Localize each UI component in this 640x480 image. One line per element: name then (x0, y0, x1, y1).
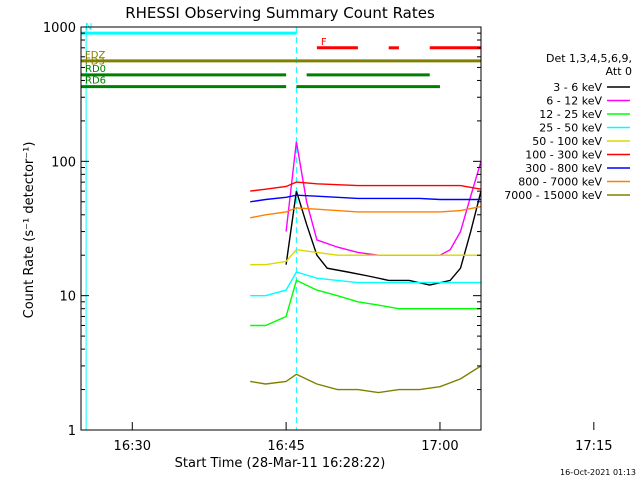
state-label: RD0 (85, 64, 106, 75)
state-label: F (321, 37, 327, 48)
y-tick-label: 1000 (43, 21, 76, 36)
x-tick-label: 17:15 (575, 439, 612, 454)
legend-header: Att 0 (606, 65, 632, 78)
series-lines (250, 141, 482, 394)
x-axis-label: Start Time (28-Mar-11 16:28:22) (175, 456, 386, 471)
state-label: RD6 (85, 76, 106, 87)
legend-entry-label: 800 - 7000 keV (518, 176, 602, 189)
series-line-0 (285, 190, 482, 286)
y-tick-label: 10 (59, 290, 76, 305)
y-axis-label: Count Rate (s⁻¹ detector⁻¹) (22, 142, 37, 319)
legend-entry-label: 300 - 800 keV (525, 162, 602, 175)
legend-entry-label: 12 - 25 keV (539, 108, 602, 121)
series-line-2 (250, 279, 481, 327)
series-line-6 (250, 194, 481, 203)
legend-entry-label: 50 - 100 keV (532, 135, 602, 148)
series-line-8 (250, 365, 482, 394)
y-tick-label: 1 (68, 424, 76, 439)
x-tick-label: 17:00 (421, 439, 458, 454)
x-tick-label: 16:30 (114, 439, 151, 454)
y-tick-label: 100 (51, 155, 76, 170)
legend-entry-label: 6 - 12 keV (546, 95, 602, 108)
series-line-4 (250, 248, 481, 266)
legend-header: Det 1,3,4,5,6,9, (546, 52, 632, 65)
series-line-5 (250, 181, 482, 192)
chart-title: RHESSI Observing Summary Count Rates (125, 4, 435, 22)
legend-entry-label: 7000 - 15000 keV (504, 189, 602, 202)
footer-timestamp: 16-Oct-2021 01:13 (560, 468, 636, 477)
orbit-markers (85, 27, 297, 430)
y-ticks: 1 10 100 1000 (43, 21, 481, 439)
state-label: FD3 (85, 56, 105, 67)
legend-entry-label: 25 - 50 keV (539, 122, 602, 135)
series-line-7 (250, 205, 482, 219)
series-line-3 (250, 271, 481, 297)
state-label: N (85, 22, 92, 33)
plot-frame (80, 26, 482, 431)
x-tick-label: 16:45 (267, 439, 304, 454)
legend-entry-label: 3 - 6 keV (553, 81, 602, 94)
state-label: FDZ (85, 50, 105, 61)
legend-entry-label: 100 - 300 keV (525, 149, 602, 162)
